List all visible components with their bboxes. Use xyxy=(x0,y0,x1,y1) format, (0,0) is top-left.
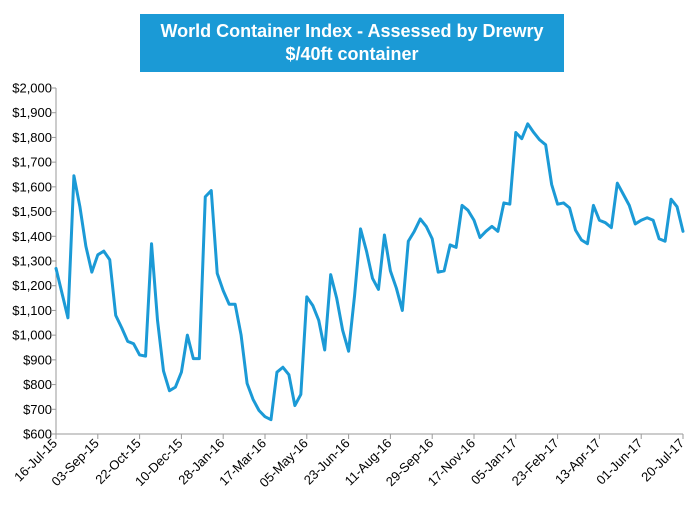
x-axis-ticks xyxy=(55,434,684,439)
y-axis-labels: $2,000 $1,900 $1,800 $1,700 $1,600 $1,500 $1,4… xyxy=(12,81,52,442)
y-tick-label: $600 xyxy=(23,427,52,442)
y-tick-label: $1,000 xyxy=(12,328,52,343)
y-tick-label: $2,000 xyxy=(12,81,52,96)
y-tick-label: $1,400 xyxy=(12,229,52,244)
y-tick-label: $800 xyxy=(23,377,52,392)
series-group xyxy=(54,122,685,422)
chart-subtitle: $/40ft container xyxy=(285,44,419,64)
x-tick-label: 01-Jun-17 xyxy=(593,436,645,488)
chart-title-box: World Container Index - Assessed by Drew… xyxy=(140,14,564,72)
y-tick-label: $1,700 xyxy=(12,155,52,170)
chart-title: World Container Index - Assessed by Drew… xyxy=(160,21,544,41)
y-tick-label: $1,300 xyxy=(12,254,52,269)
y-tick-label: $1,600 xyxy=(12,179,52,194)
y-tick-label: $1,100 xyxy=(12,303,52,318)
y-tick-label: $1,500 xyxy=(12,204,52,219)
x-tick-label: 20-Jul-17 xyxy=(638,436,687,485)
y-tick-label: $1,900 xyxy=(12,105,52,120)
y-tick-label: $900 xyxy=(23,352,52,367)
y-axis-ticks xyxy=(52,87,56,435)
y-tick-label: $700 xyxy=(23,402,52,417)
y-tick-label: $1,800 xyxy=(12,130,52,145)
series-line-world-container-index xyxy=(54,122,685,422)
x-axis-labels: 16-Jul-1503-Sep-1522-Oct-1510-Dec-1528-J… xyxy=(11,436,687,491)
y-tick-label: $1,200 xyxy=(12,278,52,293)
